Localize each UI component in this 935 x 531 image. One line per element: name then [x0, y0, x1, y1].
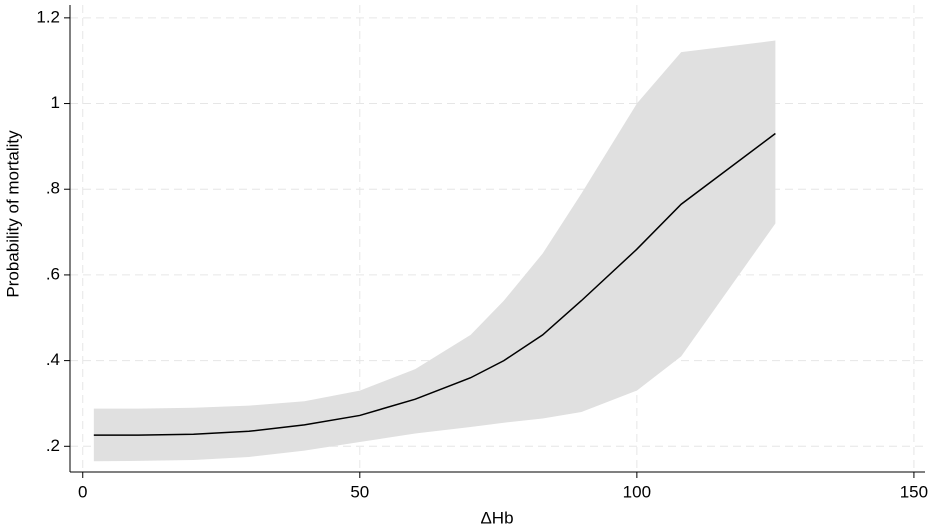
y-tick-label: .6 [46, 264, 60, 283]
y-axis-label: Probability of mortality [3, 130, 22, 298]
x-tick-label: 150 [900, 482, 928, 501]
confidence-band [93, 40, 776, 462]
x-axis-label: ΔHb [480, 508, 513, 527]
y-tick-label: .4 [46, 350, 60, 369]
y-tick-label: 1 [51, 93, 60, 112]
x-tick-label: 100 [623, 482, 651, 501]
y-tick-label: 1.2 [36, 7, 60, 26]
y-tick-label: .8 [46, 179, 60, 198]
line [93, 132, 776, 436]
x-tick-label: 50 [350, 482, 369, 501]
x-tick-label: 0 [78, 482, 87, 501]
y-tick-label: .2 [46, 436, 60, 455]
